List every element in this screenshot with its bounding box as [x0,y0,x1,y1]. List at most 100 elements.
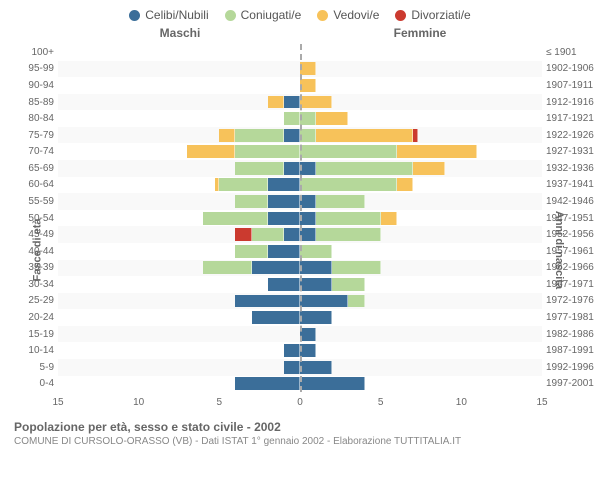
age-label: 40-44 [16,243,54,260]
bar-segment [300,112,316,125]
birth-label: 1952-1956 [546,226,596,243]
female-half [300,376,542,393]
legend: Celibi/Nubili Coniugati/e Vedovi/e Divor… [0,0,600,26]
bar-segment [284,96,300,109]
male-half [58,77,300,94]
male-half [58,326,300,343]
bar-segment [235,295,300,308]
legend-dot-coniugati [225,10,236,21]
birth-label: 1957-1961 [546,243,596,260]
birth-label: 1917-1921 [546,110,596,127]
age-label: 70-74 [16,143,54,160]
female-half [300,160,542,177]
birth-label: 1992-1996 [546,359,596,376]
birth-label: 1912-1916 [546,94,596,111]
female-half [300,342,542,359]
male-half [58,160,300,177]
bar-segment [268,178,300,191]
age-label: 80-84 [16,110,54,127]
bar-segment [268,96,284,109]
bar-segment [203,261,251,274]
age-label: 75-79 [16,127,54,144]
bar-segment [300,212,316,225]
bar-segment [219,129,235,142]
x-tick: 10 [133,397,144,408]
y-axis-right-labels: ≤ 19011902-19061907-19111912-19161917-19… [546,44,596,392]
age-label: 100+ [16,44,54,61]
birth-label: 1987-1991 [546,342,596,359]
bar-segment [397,145,478,158]
age-label: 20-24 [16,309,54,326]
female-half [300,326,542,343]
bar-segment [413,129,418,142]
bar-segment [268,212,300,225]
birth-label: 1947-1951 [546,210,596,227]
bar-segment [300,228,316,241]
birth-label: 1942-1946 [546,193,596,210]
bar-segment [235,129,283,142]
bar-segment [284,344,300,357]
bar-segment [300,311,332,324]
birth-label: 1937-1941 [546,177,596,194]
bar-segment [316,112,348,125]
male-half [58,309,300,326]
legend-label: Vedovi/e [333,8,379,22]
age-label: 45-49 [16,226,54,243]
male-half [58,193,300,210]
male-half [58,44,300,61]
chart-container: Celibi/Nubili Coniugati/e Vedovi/e Divor… [0,0,600,500]
female-half [300,243,542,260]
chart-title: Popolazione per età, sesso e stato civil… [14,420,586,434]
age-label: 30-34 [16,276,54,293]
female-half [300,61,542,78]
center-divider [300,44,302,392]
male-half [58,376,300,393]
age-label: 65-69 [16,160,54,177]
bar-segment [268,195,300,208]
bar-segment [284,361,300,374]
male-half [58,293,300,310]
bar-segment [203,212,268,225]
age-label: 15-19 [16,326,54,343]
legend-dot-celibi [129,10,140,21]
x-tick: 10 [456,397,467,408]
bar-segment [316,162,413,175]
bar-segment [413,162,445,175]
bar-segment [348,295,364,308]
age-label: 35-39 [16,260,54,277]
birth-label: 1962-1966 [546,260,596,277]
birth-label: 1972-1976 [546,293,596,310]
legend-dot-divorziati [395,10,406,21]
age-label: 5-9 [16,359,54,376]
age-label: 85-89 [16,94,54,111]
legend-item-divorziati: Divorziati/e [395,8,470,22]
header-male: Maschi [60,26,300,40]
bar-segment [397,178,413,191]
age-label: 55-59 [16,193,54,210]
bar-segment [316,129,413,142]
bar-segment [252,311,300,324]
female-half [300,226,542,243]
female-half [300,210,542,227]
bar-segment [284,162,300,175]
bar-segment [316,195,364,208]
male-half [58,359,300,376]
plot [58,44,542,392]
male-half [58,143,300,160]
male-half [58,260,300,277]
female-half [300,359,542,376]
bar-segment [300,145,397,158]
bar-segment [252,261,300,274]
legend-label: Celibi/Nubili [145,8,208,22]
birth-label: 1982-1986 [546,326,596,343]
bar-segment [268,245,300,258]
bar-segment [300,62,316,75]
age-label: 25-29 [16,293,54,310]
bar-segment [300,245,332,258]
bar-segment [284,228,300,241]
female-half [300,143,542,160]
age-label: 90-94 [16,77,54,94]
birth-label: 1907-1911 [546,77,596,94]
female-half [300,293,542,310]
legend-item-coniugati: Coniugati/e [225,8,302,22]
